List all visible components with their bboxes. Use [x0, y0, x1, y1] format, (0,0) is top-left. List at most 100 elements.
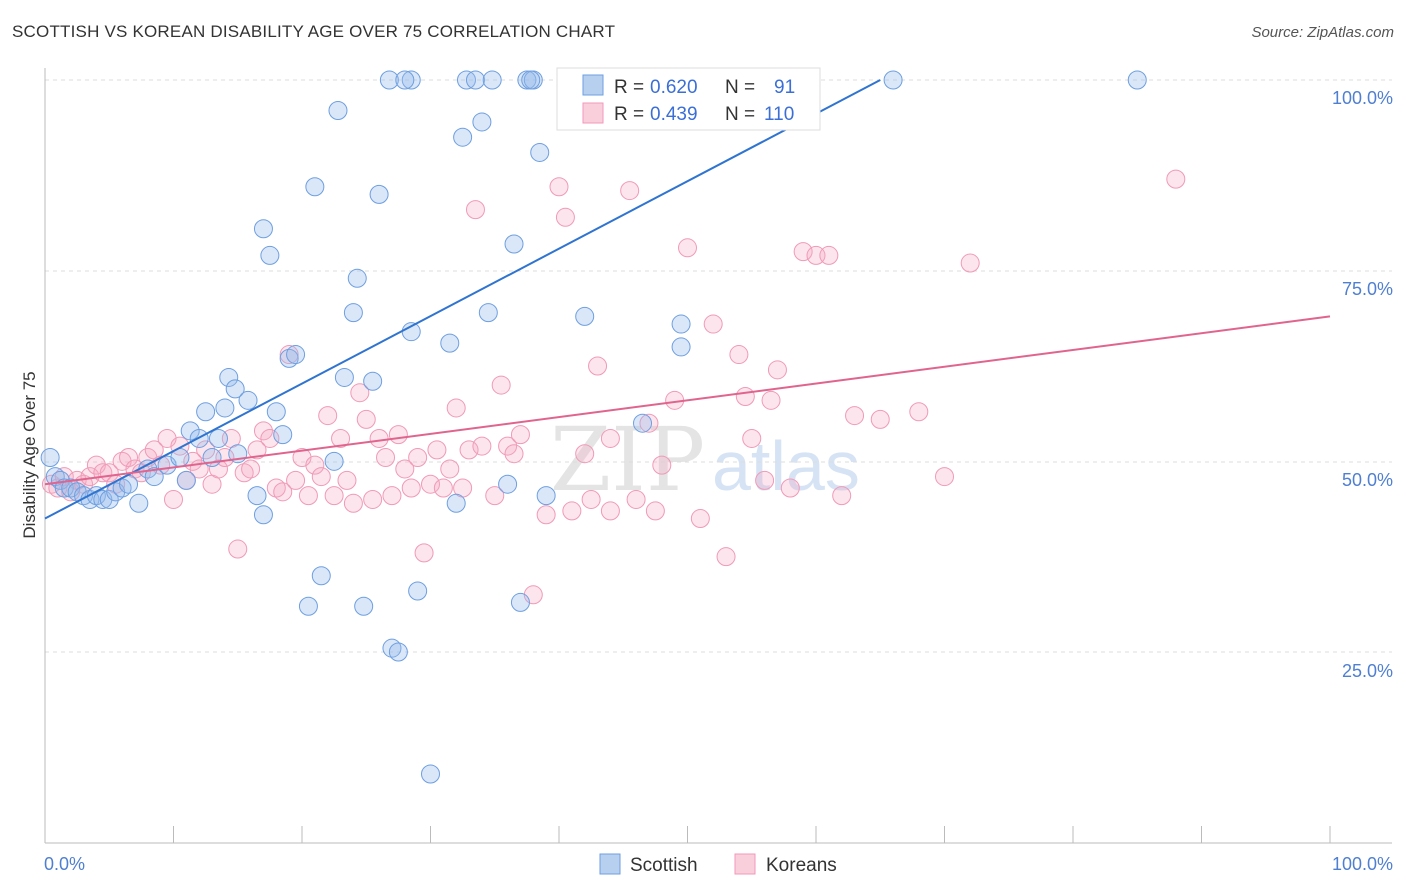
- legend-r-value-scottish: 0.620: [650, 77, 698, 98]
- data-point-scottish: [446, 493, 466, 513]
- data-point-scottish: [334, 367, 354, 387]
- data-point-scottish: [498, 474, 518, 494]
- legend-swatch-koreans: [582, 102, 604, 124]
- data-point-koreans: [472, 436, 492, 456]
- data-point-koreans: [253, 421, 273, 441]
- data-point-scottish: [298, 596, 318, 616]
- data-point-koreans: [845, 406, 865, 426]
- data-point-scottish: [354, 596, 374, 616]
- data-point-koreans: [536, 505, 556, 525]
- data-point-scottish: [99, 489, 119, 509]
- data-point-scottish: [421, 764, 440, 784]
- data-point-koreans: [735, 387, 755, 407]
- legend-r-label-scottish: R =: [614, 77, 644, 98]
- data-point-scottish: [504, 234, 524, 254]
- bottom-legend-label-scottish: Scottish: [630, 855, 698, 876]
- data-point-scottish: [536, 486, 556, 506]
- data-point-koreans: [421, 474, 440, 494]
- data-point-koreans: [401, 478, 421, 498]
- series-koreans: [41, 169, 1186, 605]
- data-point-scottish: [247, 486, 267, 506]
- data-point-koreans: [485, 486, 505, 506]
- data-point-koreans: [678, 238, 697, 258]
- data-point-koreans: [331, 428, 351, 448]
- stats-legend: R = 0.620 N = 91 R = 0.439 N = 110: [556, 67, 821, 131]
- data-point-scottish: [144, 467, 164, 487]
- data-point-koreans: [626, 489, 646, 509]
- data-point-scottish: [273, 425, 293, 445]
- data-point-koreans: [286, 470, 306, 490]
- data-point-koreans: [504, 444, 524, 464]
- x-axis-ticks: [173, 826, 1331, 843]
- data-point-koreans: [324, 486, 344, 506]
- data-point-koreans: [1166, 169, 1186, 189]
- data-point-scottish: [305, 177, 325, 197]
- bottom-legend-label-koreans: Koreans: [766, 855, 837, 876]
- x-tick-label-100: 100.0%: [1332, 854, 1393, 874]
- data-point-scottish: [408, 581, 428, 601]
- data-point-koreans: [491, 375, 511, 395]
- data-point-scottish: [530, 142, 550, 162]
- data-point-scottish: [369, 184, 389, 204]
- data-point-scottish: [388, 642, 408, 662]
- data-point-scottish: [196, 402, 216, 422]
- data-point-scottish: [440, 333, 460, 353]
- data-point-koreans: [600, 501, 620, 521]
- data-point-scottish: [510, 592, 530, 612]
- data-point-scottish: [575, 306, 595, 326]
- data-point-scottish: [671, 314, 691, 334]
- data-point-scottish: [286, 345, 306, 365]
- data-point-scottish: [324, 451, 344, 471]
- data-point-koreans: [440, 459, 460, 479]
- y-tick-label-50: 50.0%: [1342, 470, 1393, 490]
- data-point-scottish: [395, 70, 415, 90]
- data-point-scottish: [260, 245, 280, 265]
- data-point-koreans: [960, 253, 980, 273]
- data-point-koreans: [164, 489, 183, 509]
- data-point-koreans: [433, 478, 453, 498]
- data-point-koreans: [703, 314, 723, 334]
- data-point-scottish: [343, 303, 363, 323]
- data-point-koreans: [459, 440, 479, 460]
- data-point-koreans: [832, 486, 852, 506]
- data-point-koreans: [620, 181, 640, 201]
- data-point-koreans: [639, 413, 659, 433]
- data-point-koreans: [465, 200, 485, 220]
- data-point-koreans: [305, 455, 325, 475]
- y-tick-label-25: 25.0%: [1342, 661, 1393, 681]
- data-point-scottish: [521, 70, 541, 90]
- data-point-scottish: [225, 379, 245, 399]
- data-point-scottish: [363, 371, 383, 391]
- data-point-koreans: [600, 428, 620, 448]
- data-point-koreans: [298, 486, 318, 506]
- data-point-scottish: [401, 70, 421, 90]
- data-point-scottish: [1127, 70, 1147, 90]
- data-point-koreans: [588, 356, 608, 376]
- data-point-scottish: [472, 112, 492, 132]
- legend-n-value-koreans: 110: [764, 104, 794, 125]
- data-point-koreans: [909, 402, 929, 422]
- data-point-koreans: [427, 440, 447, 460]
- data-point-koreans: [793, 242, 813, 262]
- trend-line-scottish: [44, 79, 881, 520]
- data-point-scottish: [482, 70, 502, 90]
- watermark-atlas: atlas: [712, 427, 860, 505]
- data-point-scottish: [328, 101, 348, 121]
- data-point-scottish: [379, 70, 399, 90]
- bottom-legend-swatch-koreans: [734, 853, 756, 875]
- data-point-scottish: [311, 566, 331, 586]
- legend-n-label-scottish: N =: [725, 77, 755, 98]
- legend-r-value-koreans: 0.439: [650, 104, 698, 125]
- data-point-koreans: [119, 448, 139, 468]
- source-attribution: Source: ZipAtlas.com: [1251, 24, 1394, 41]
- data-point-koreans: [780, 478, 800, 498]
- data-point-koreans: [498, 436, 518, 456]
- data-point-koreans: [395, 459, 415, 479]
- data-point-koreans: [208, 459, 228, 479]
- data-point-koreans: [369, 428, 389, 448]
- data-point-scottish: [465, 70, 485, 90]
- data-point-koreans: [562, 501, 582, 521]
- data-point-koreans: [388, 425, 408, 445]
- data-point-koreans: [318, 406, 338, 426]
